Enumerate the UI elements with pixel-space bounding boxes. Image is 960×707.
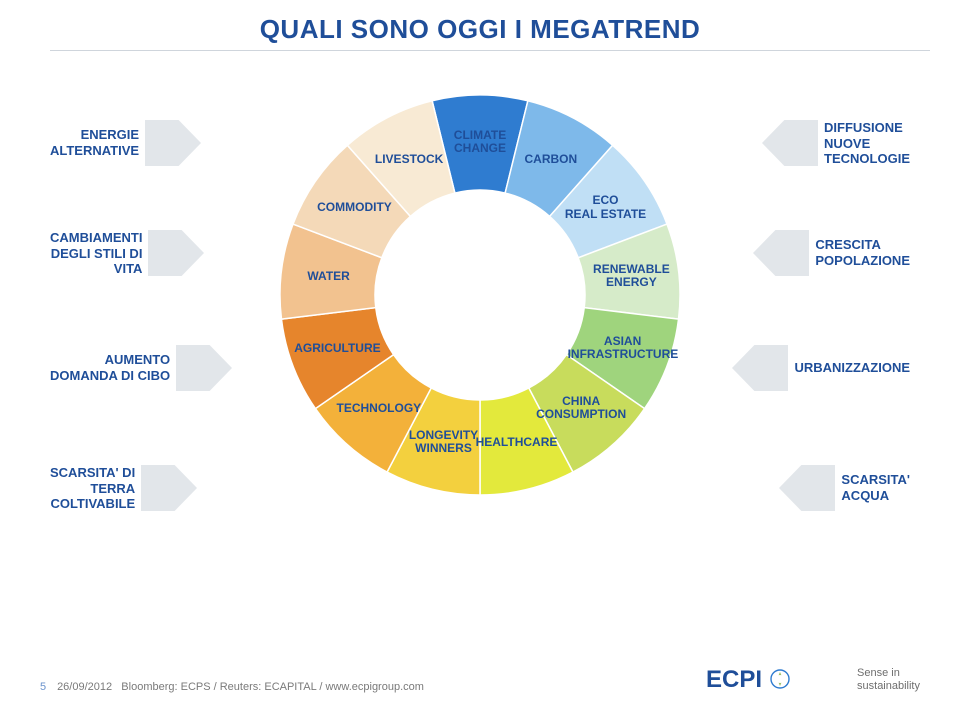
title-rule — [50, 50, 930, 51]
side-arrow-label: SCARSITA' DITERRACOLTIVABILE — [50, 465, 197, 512]
footer-attribution: Bloomberg: ECPS / Reuters: ECAPITAL / ww… — [121, 681, 424, 693]
footer: 5 26/09/2012 Bloomberg: ECPS / Reuters: … — [40, 681, 424, 693]
side-label-text: CAMBIAMENTIDEGLI STILI DIVITA — [50, 230, 142, 277]
side-arrow-label: SCARSITA'ACQUA — [779, 465, 910, 511]
side-label-text: SCARSITA'ACQUA — [841, 472, 910, 503]
arrow-icon — [176, 345, 232, 391]
arrow-icon — [145, 120, 201, 166]
side-label-text: URBANIZZAZIONE — [794, 360, 910, 376]
logo-block: ECPI — [706, 665, 790, 695]
arrow-icon — [148, 230, 204, 276]
side-label-text: SCARSITA' DITERRACOLTIVABILE — [50, 465, 135, 512]
arrow-icon — [753, 230, 809, 276]
side-label-text: AUMENTODOMANDA DI CIBO — [50, 352, 170, 383]
logo-tagline: Sense insustainability — [857, 667, 920, 693]
footer-date: 26/09/2012 — [57, 681, 112, 693]
arrow-icon — [762, 120, 818, 166]
donut-chart: CLIMATECHANGECARBONECOREAL ESTATERENEWAB… — [275, 90, 685, 500]
donut-svg — [275, 90, 685, 500]
arrow-icon — [779, 465, 835, 511]
side-label-text: CRESCITAPOPOLAZIONE — [815, 237, 910, 268]
ecpi-logo: ECPI — [706, 665, 790, 695]
side-arrow-label: CRESCITAPOPOLAZIONE — [753, 230, 910, 276]
page-title: QUALI SONO OGGI I MEGATREND — [0, 14, 960, 45]
page-number: 5 — [40, 681, 54, 693]
arrow-icon — [732, 345, 788, 391]
side-label-text: DIFFUSIONENUOVETECNOLOGIE — [824, 120, 910, 167]
svg-text:ECPI: ECPI — [706, 666, 762, 693]
page-title-block: QUALI SONO OGGI I MEGATREND — [0, 14, 960, 45]
side-arrow-label: CAMBIAMENTIDEGLI STILI DIVITA — [50, 230, 204, 277]
side-arrow-label: ENERGIEALTERNATIVE — [50, 120, 201, 166]
side-arrow-label: URBANIZZAZIONE — [732, 345, 910, 391]
side-label-text: ENERGIEALTERNATIVE — [50, 127, 139, 158]
side-arrow-label: AUMENTODOMANDA DI CIBO — [50, 345, 232, 391]
side-arrow-label: DIFFUSIONENUOVETECNOLOGIE — [762, 120, 910, 167]
arrow-icon — [141, 465, 197, 511]
